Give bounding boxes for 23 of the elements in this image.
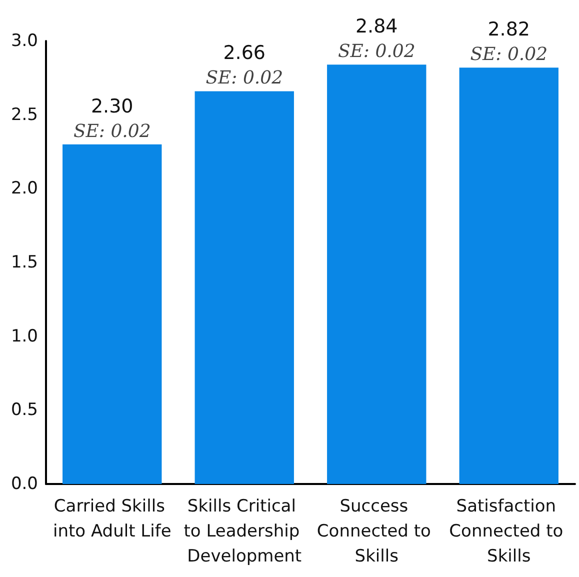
y-tick-label: 1.0	[10, 326, 38, 346]
annotation: SE: 0.02	[73, 120, 151, 142]
y-tick-label: 2.0	[10, 178, 38, 199]
annotation: SE: 0.02	[206, 68, 284, 89]
bar	[459, 68, 558, 484]
bar	[327, 64, 426, 484]
y-tick-label: 1.5	[10, 252, 38, 272]
x-tick-label: Satisfaction Connected to Skills	[449, 496, 569, 566]
x-tick-label: Success Connected to Skills	[316, 496, 436, 566]
y-tick-label: 3.0	[10, 31, 38, 51]
data-label: 2.84	[355, 16, 398, 38]
y-tick-label: 0.5	[10, 400, 38, 420]
y-tick-label: 0.0	[10, 474, 38, 494]
annotation: SE: 0.02	[338, 41, 416, 62]
y-tick-label: 2.5	[10, 104, 38, 125]
bar	[194, 91, 294, 484]
x-tick-label: Skills Critical to Leadership Development	[184, 496, 306, 566]
data-label: 2.82	[488, 18, 530, 41]
annotation: SE: 0.02	[470, 44, 548, 66]
data-label: 2.30	[90, 95, 134, 118]
bar	[62, 144, 162, 484]
data-label: 2.66	[223, 42, 266, 64]
x-tick-label: Carried Skills into Adult Life	[52, 496, 172, 542]
